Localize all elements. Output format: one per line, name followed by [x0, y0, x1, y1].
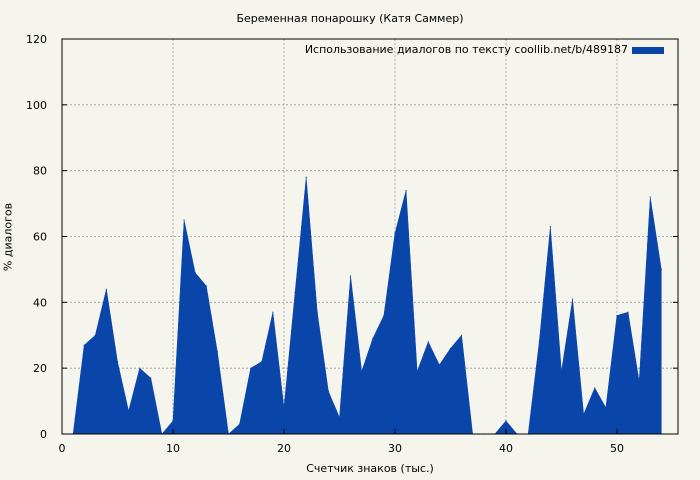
axes — [61, 38, 679, 435]
tick-labels: 0 20 40 60 80 100 120 0 10 20 30 40 50 — [26, 33, 624, 455]
series-area — [72, 177, 662, 435]
data-point — [438, 364, 440, 366]
data-point — [405, 189, 407, 192]
data-point — [338, 416, 341, 419]
data-point — [583, 413, 585, 415]
data-point — [349, 275, 352, 277]
data-point — [649, 196, 651, 198]
y-tick-label: 20 — [33, 362, 47, 375]
y-tick-label: 80 — [33, 165, 47, 178]
x-tick-label: 30 — [388, 442, 402, 455]
data-point — [416, 370, 418, 373]
data-point — [250, 367, 252, 369]
grid-lines — [62, 38, 678, 434]
x-tick-label: 10 — [166, 442, 180, 455]
data-point — [460, 334, 463, 336]
data-point — [394, 232, 396, 234]
data-point — [261, 360, 263, 363]
data-point — [594, 387, 596, 389]
data-point — [361, 370, 363, 373]
y-tick-label: 100 — [26, 99, 47, 112]
data-point — [638, 380, 640, 382]
x-tick-label: 50 — [610, 442, 624, 455]
y-axis-label: % диалогов — [1, 202, 15, 272]
plot-area — [72, 176, 662, 435]
data-point — [605, 407, 607, 409]
chart-title: Беременная понарошку (Катя Саммер) — [236, 12, 464, 25]
y-tick-label: 60 — [33, 231, 47, 244]
data-point — [505, 420, 507, 422]
data-point — [427, 341, 429, 343]
data-point — [294, 291, 296, 294]
data-point — [150, 377, 152, 379]
data-point — [216, 351, 218, 353]
data-point — [449, 347, 452, 350]
x-axis-label: Счетчик знаков (тыс.) — [306, 462, 434, 475]
data-point — [272, 311, 274, 313]
data-point — [205, 285, 207, 287]
data-point — [172, 420, 174, 422]
data-point — [538, 341, 540, 343]
data-point — [194, 272, 196, 274]
data-point — [660, 268, 662, 271]
data-point — [383, 314, 385, 317]
y-tick-label: 120 — [26, 33, 47, 46]
data-point — [83, 344, 85, 346]
data-point — [139, 367, 141, 369]
data-point — [616, 314, 618, 317]
data-point — [560, 370, 563, 373]
data-point — [571, 298, 574, 300]
data-point — [327, 390, 329, 392]
x-tick-label: 20 — [277, 442, 291, 455]
data-point — [627, 311, 629, 313]
data-point — [316, 311, 318, 313]
data-point — [305, 176, 307, 178]
data-point — [94, 334, 96, 336]
data-point — [127, 410, 130, 412]
data-point — [238, 423, 241, 425]
data-point — [116, 360, 119, 363]
data-point — [372, 337, 374, 340]
y-tick-label: 40 — [33, 296, 47, 309]
x-tick-label: 0 — [59, 442, 66, 455]
data-point — [283, 407, 285, 409]
legend-swatch — [632, 47, 664, 54]
legend-entry-label: Использование диалогов по тексту coollib… — [304, 43, 628, 56]
data-point — [105, 288, 107, 290]
data-point — [549, 226, 551, 228]
x-tick-label: 40 — [499, 442, 513, 455]
y-tick-label: 0 — [40, 428, 47, 441]
data-point — [183, 219, 185, 221]
